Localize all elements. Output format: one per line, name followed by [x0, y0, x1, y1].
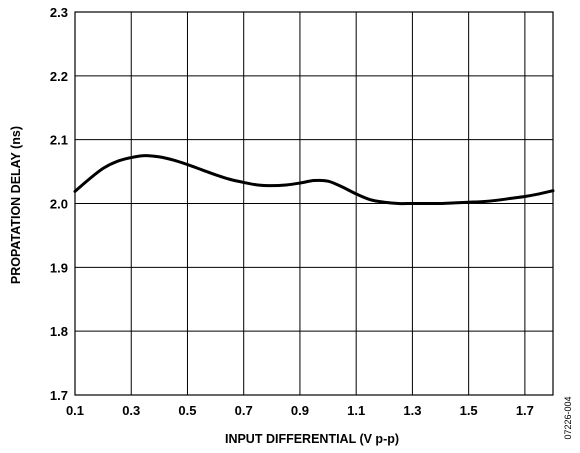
x-tick-label: 0.5	[178, 403, 196, 418]
y-tick-label: 1.9	[50, 260, 68, 275]
x-tick-label: 0.9	[291, 403, 309, 418]
x-tick-label: 0.3	[122, 403, 140, 418]
x-tick-label: 1.5	[460, 403, 478, 418]
x-axis-title: INPUT DIFFERENTIAL (V p-p)	[225, 432, 399, 446]
y-tick-labels: 1.7 1.8 1.9 2.0 2.1 2.2 2.3	[50, 5, 68, 403]
x-tick-label: 1.7	[516, 403, 534, 418]
y-tick-label: 1.8	[50, 324, 68, 339]
grid-lines	[74, 11, 553, 396]
series-line	[73, 154, 555, 206]
x-tick-label: 0.1	[66, 403, 84, 418]
plot-frame	[74, 11, 554, 396]
x-tick-label: 1.3	[403, 403, 421, 418]
y-tick-label: 2.2	[50, 69, 68, 84]
y-tick-label: 2.0	[50, 197, 68, 212]
x-tick-label: 0.7	[235, 403, 253, 418]
y-tick-label: 2.3	[50, 5, 68, 20]
x-tick-labels: 0.1 0.3 0.5 0.7 0.9 1.1 1.3 1.5 1.7	[66, 403, 534, 418]
y-tick-label: 2.1	[50, 133, 68, 148]
y-tick-label: 1.7	[50, 388, 68, 403]
figure-id: 07226-004	[563, 396, 573, 439]
x-tick-label: 1.1	[347, 403, 365, 418]
y-axis-title: PROPATATION DELAY (ns)	[9, 126, 23, 284]
